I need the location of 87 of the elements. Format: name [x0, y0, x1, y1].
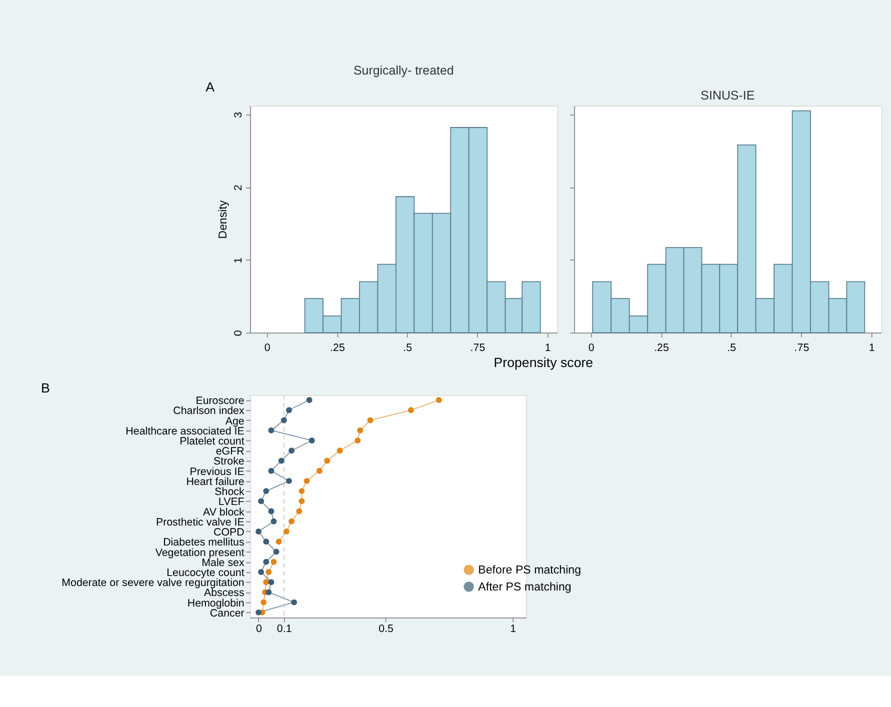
y-tick-label: LVEF [218, 496, 245, 508]
y-tick-label: Stroke [213, 456, 244, 468]
point [408, 407, 414, 414]
point [276, 538, 282, 545]
point [336, 448, 343, 454]
point [256, 528, 262, 534]
y-tick-label: Male sex [202, 556, 245, 569]
point [286, 478, 292, 484]
point [288, 448, 295, 454]
point [298, 498, 305, 504]
y-axis-title: Density [218, 200, 230, 239]
point [306, 397, 312, 404]
y-tick-label: 3 [232, 112, 245, 118]
y-tick-label: Age [225, 415, 244, 428]
text: A [206, 79, 215, 94]
legend-label: Before PS matching [478, 564, 582, 576]
point [288, 518, 295, 524]
point [291, 599, 298, 606]
point [268, 579, 274, 586]
y-tick-label: 2 [232, 184, 245, 191]
point [268, 468, 274, 474]
y-tick-label: COPD [213, 526, 245, 539]
x-axis-title: Propensity score [494, 354, 594, 370]
y-tick-label: Diabetes mellitus [163, 536, 244, 549]
point [268, 427, 274, 434]
point [263, 538, 270, 545]
point [436, 397, 442, 404]
y-tick-label: Prosthetic valve IE [156, 516, 244, 528]
y-tick-label: Hemoglobin [187, 597, 244, 610]
point [273, 548, 280, 555]
x-tick-label: 0 [256, 623, 262, 636]
point [283, 528, 290, 534]
point [263, 488, 270, 494]
y-tick-label: Charlson index [173, 405, 245, 418]
point [258, 569, 264, 575]
x-tick-label: 0.5 [378, 623, 394, 636]
x-tick-label: 0 [264, 342, 270, 354]
x-tick-label: .25 [330, 342, 345, 354]
point [286, 407, 292, 414]
y-tick-label: Shock [214, 486, 245, 498]
point [296, 508, 302, 514]
x-tick-label: .5 [727, 342, 736, 354]
x-tick-label: 1 [868, 342, 875, 354]
chart-title: Surgically- treated [353, 64, 454, 78]
x-tick-label: .5 [403, 342, 412, 354]
point [266, 569, 272, 575]
x-tick-label: .75 [470, 342, 486, 354]
point [270, 518, 277, 524]
point [258, 498, 264, 504]
y-tick-label: Euroscore [196, 395, 244, 408]
y-tick-label: Platelet count [180, 435, 244, 448]
y-tick-label: Abscess [204, 587, 244, 600]
point [304, 478, 310, 484]
y-tick-label: Leucocyte count [166, 566, 244, 579]
chart-title: SINUS-IE [700, 88, 755, 102]
y-tick-label: 0 [232, 330, 245, 336]
point [357, 427, 364, 434]
y-tick-label: AV block [203, 506, 245, 518]
y-tick-label: Previous IE [190, 466, 244, 478]
x-tick-label: 0.1 [276, 623, 292, 636]
point [316, 468, 322, 474]
point [263, 558, 270, 565]
point [256, 609, 262, 616]
point [260, 599, 267, 606]
y-tick-label: Moderate or severe valve regurgitation [62, 577, 244, 590]
x-tick-label: .25 [654, 342, 669, 354]
point [266, 589, 272, 596]
x-tick-label: .75 [794, 342, 810, 354]
point [354, 438, 361, 444]
y-tick-label: Heart failure [186, 476, 244, 488]
point [308, 438, 315, 444]
point [270, 558, 277, 565]
y-tick-label: eGFR [216, 446, 245, 458]
y-tick-label: 1 [232, 257, 245, 264]
point [268, 508, 274, 514]
y-tick-label: Vegetation present [155, 546, 244, 559]
point [263, 579, 270, 586]
x-tick-label: 0 [588, 342, 594, 354]
legend-label: After PS matching [478, 581, 572, 594]
x-tick-label: 1 [544, 342, 551, 354]
point [278, 458, 284, 464]
x-tick-label: 1 [510, 623, 516, 636]
text: B [40, 380, 50, 396]
point [280, 417, 287, 424]
point [367, 417, 374, 424]
point [298, 488, 305, 494]
point [324, 458, 330, 464]
